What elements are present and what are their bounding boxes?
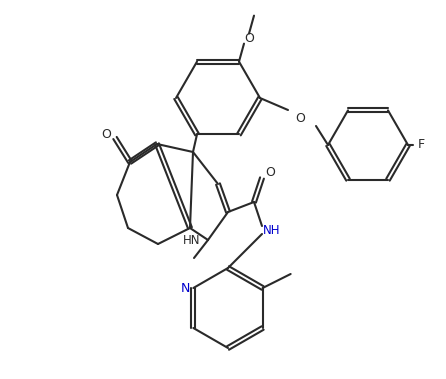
Text: F: F [417,138,425,152]
Text: NH: NH [263,224,281,238]
Text: HN: HN [183,233,201,246]
Text: O: O [101,127,111,141]
Text: O: O [295,111,305,124]
Text: O: O [244,32,254,45]
Text: O: O [265,166,275,180]
Text: N: N [181,282,190,294]
